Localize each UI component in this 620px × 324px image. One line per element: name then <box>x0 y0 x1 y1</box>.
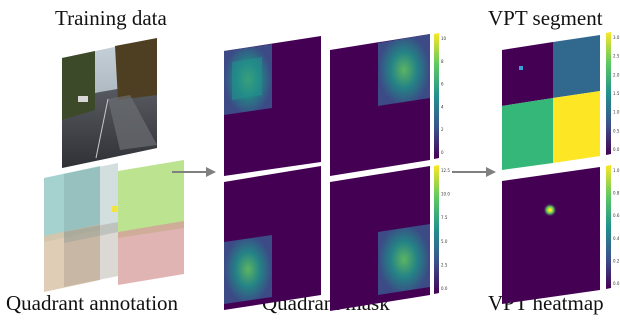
vpt-heatmap-panel <box>502 167 600 304</box>
mask-bottom-tick: 12.5 <box>441 168 450 173</box>
label-vpt-segment: VPT segment <box>488 6 603 30</box>
mask-panel-tr <box>330 34 430 176</box>
segment-tick: 2.5 <box>613 54 620 59</box>
segment-tick: 2.0 <box>613 72 620 77</box>
mask-colorbar-top <box>434 33 439 159</box>
mask-bottom-tick: 10.0 <box>441 192 450 197</box>
heatmap-tick: 0.0 <box>613 281 620 286</box>
heatmap-tick: 0.2 <box>613 258 620 263</box>
mask-top-tick: 8 <box>441 59 444 64</box>
quadrant-tr <box>118 160 184 238</box>
mask-top-tick: 6 <box>441 82 444 87</box>
quadrant-br <box>118 221 184 285</box>
mask-top-tick: 4 <box>441 104 444 109</box>
mask-bottom-tick: 5.0 <box>441 239 448 244</box>
segment-tick: 0.5 <box>613 128 620 133</box>
mask-colorbar-bottom <box>434 165 439 294</box>
mask-bottom-tick: 0.0 <box>441 286 448 291</box>
quadrant-bl <box>44 224 100 292</box>
mask-top-tick: 10 <box>441 36 447 41</box>
arrow-to-mask <box>172 167 216 177</box>
colorbar-tick-labels: 10 8 6 4 2 0 12.5 10.0 7.5 5.0 2.5 0.0 3.0 2.5 2.0 1.5 1… <box>441 35 620 291</box>
arrow-to-vpt <box>452 167 496 177</box>
label-training-data: Training data <box>55 6 167 30</box>
label-quadrant-annotation: Quadrant annotation <box>6 291 179 315</box>
heatmap-tick: 1.0 <box>613 168 620 173</box>
mask-panel-bl <box>224 166 321 310</box>
training-image <box>62 38 157 168</box>
mask-top-tick: 2 <box>441 127 444 132</box>
mask-panel-tl <box>224 36 321 176</box>
vpt-segment-panel <box>502 35 600 170</box>
segment-tick: 1.5 <box>613 91 620 96</box>
heatmap-tick: 0.6 <box>613 213 620 218</box>
mask-panel-br <box>330 166 430 311</box>
heatmap-tick: 0.4 <box>613 236 620 241</box>
vpt-heatmap-colorbar <box>606 165 611 289</box>
mask-top-tick: 0 <box>441 150 444 155</box>
segment-tick: 1.0 <box>613 110 620 115</box>
heatmap-tick: 0.8 <box>613 191 620 196</box>
segment-tick: 3.0 <box>613 35 620 40</box>
quadrant-annotation <box>44 160 184 292</box>
quadrant-tl <box>44 166 100 242</box>
mask-bottom-tick: 7.5 <box>441 215 448 220</box>
segment-tick: 0.0 <box>613 147 620 152</box>
vpt-segment-colorbar <box>606 32 611 155</box>
mask-bottom-tick: 2.5 <box>441 262 448 267</box>
